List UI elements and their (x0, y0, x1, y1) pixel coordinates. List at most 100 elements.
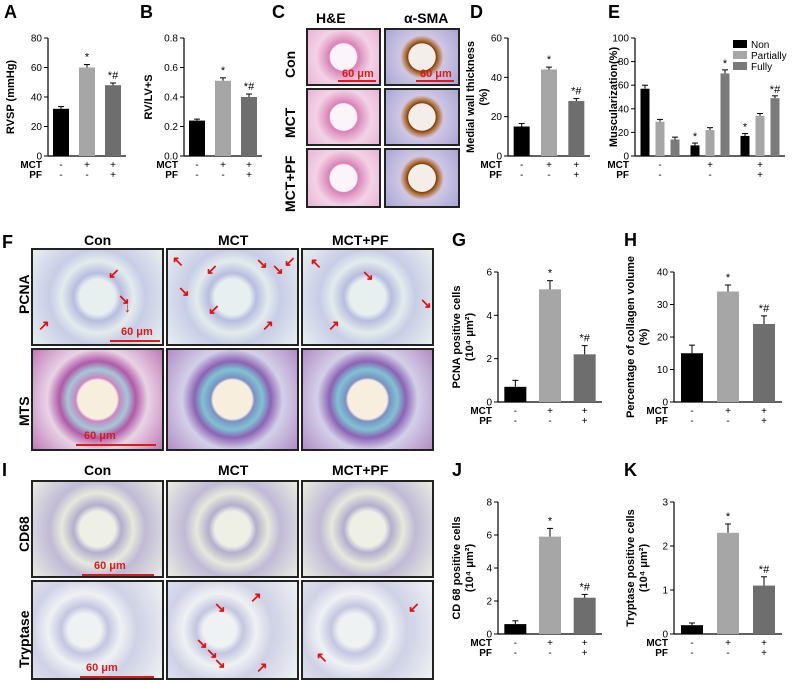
f-arrow: ↓ (124, 299, 131, 315)
pf-sign: - (726, 416, 729, 427)
y-tick-label: 6 (486, 531, 492, 542)
pf-sign: + (761, 416, 767, 427)
i-row-cd68: CD68 (16, 516, 32, 552)
f-arrow: ↙ (208, 301, 220, 317)
mct-sign: + (725, 406, 731, 417)
c-he-mctpf-image (306, 148, 381, 208)
bar (573, 597, 596, 634)
f-row-mts: MTS (16, 396, 32, 426)
y-tick-label: 4 (486, 311, 492, 322)
f-arrow: ↘ (118, 291, 130, 307)
y-axis-label: Muscularization(%) (608, 47, 620, 148)
i-arrow: ↘ (196, 635, 208, 651)
pf-sign: + (757, 170, 763, 181)
y-tick-label: 60 (618, 81, 630, 92)
mct-sign: - (690, 406, 693, 417)
i-arrow: ↙ (408, 599, 420, 615)
pf-sign: - (690, 648, 693, 659)
significance-label: *# (108, 70, 119, 82)
f-arrow: ↘ (256, 255, 268, 271)
y-tick-label: 40 (31, 93, 43, 104)
c-scale-bar-1 (338, 80, 376, 82)
y-tick-label: 8 (486, 498, 492, 509)
legend-label: Fully (751, 62, 772, 73)
c-scale-label-2: 60 μm (420, 68, 452, 80)
y-tick-label: 0.8 (164, 34, 178, 45)
significance-label: *# (759, 303, 770, 315)
y-axis-label: (%) (638, 328, 650, 345)
bar (670, 139, 680, 156)
f-arrow: ↗ (328, 317, 340, 333)
mct-sign: + (246, 160, 252, 171)
c-row-mct: MCT (282, 107, 298, 138)
f-scale-label-2: 60 μm (84, 430, 116, 442)
bar (504, 386, 527, 402)
bar (573, 354, 596, 402)
pf-sign: + (582, 648, 588, 659)
y-tick-label: 2 (662, 542, 668, 553)
c-he-con-image (306, 28, 381, 86)
f-scale-label-1: 60 μm (121, 326, 153, 338)
significance-label: *# (759, 564, 770, 576)
c-sma-con-image (384, 28, 460, 86)
significance-label: *# (579, 333, 590, 345)
f-pcna-con-image (31, 248, 164, 346)
y-tick-label: 100 (612, 34, 629, 45)
y-tick-label: 80 (31, 34, 43, 45)
bar (681, 625, 703, 634)
mct-row-label: MCT (607, 160, 629, 171)
i-tryptase-mctpf-image (301, 580, 434, 680)
panel-letter-j: J (452, 460, 463, 480)
y-tick-label: 1 (662, 586, 668, 597)
i-cd68-con-image (31, 480, 164, 578)
significance-label: * (547, 54, 552, 66)
f-arrow: ↖ (172, 253, 184, 269)
pf-sign: - (221, 170, 224, 181)
legend-label: Non (751, 40, 769, 51)
bar (740, 135, 750, 156)
mct-sign: - (514, 406, 517, 417)
f-arrow: ↘ (420, 295, 432, 311)
bar (753, 324, 775, 402)
f-pcna-mctpf-image (301, 248, 434, 346)
y-tick-label: 10 (657, 365, 669, 376)
f-row-pcna: PCNA (16, 274, 32, 314)
bar (539, 289, 561, 402)
i-arrow: ↗ (256, 659, 268, 675)
f-mts-con-image (31, 348, 164, 451)
c-scale-bar-2 (416, 80, 454, 82)
y-tick-label: 20 (31, 122, 43, 133)
y-tick-label: 3 (662, 498, 668, 509)
f-mts-mct-image (166, 348, 299, 451)
y-tick-label: 0.2 (164, 122, 178, 133)
pf-row-label: PF (479, 416, 492, 427)
bar (717, 532, 739, 634)
y-tick-label: 60 (491, 34, 503, 45)
bar (690, 145, 700, 156)
f-arrow: ↘ (272, 261, 284, 277)
significance-label: * (221, 65, 226, 77)
pf-row-label: PF (616, 170, 629, 181)
legend-swatch (733, 51, 747, 59)
i-scale-bar-2 (80, 676, 154, 678)
y-axis-label: CD 68 positive cells (451, 516, 463, 619)
significance-label: *# (579, 581, 590, 593)
pf-sign: - (726, 648, 729, 659)
i-row-tryptase: Tryptase (16, 610, 32, 668)
f-arrow: ↗ (38, 317, 50, 333)
significance-label: * (85, 52, 90, 64)
bar (640, 88, 650, 156)
f-mts-mctpf-image (301, 348, 434, 451)
mct-sign: + (547, 406, 553, 417)
c-sma-mct-image (384, 88, 460, 146)
c-row-con: Con (282, 50, 298, 78)
mct-row-label: MCT (646, 638, 668, 649)
mct-sign: - (59, 160, 62, 171)
mct-row-label: MCT (20, 160, 42, 171)
pf-sign: - (195, 170, 198, 181)
pf-row-label: PF (165, 170, 178, 181)
y-tick-label: 2 (486, 354, 492, 365)
y-tick-label: 80 (618, 57, 630, 68)
